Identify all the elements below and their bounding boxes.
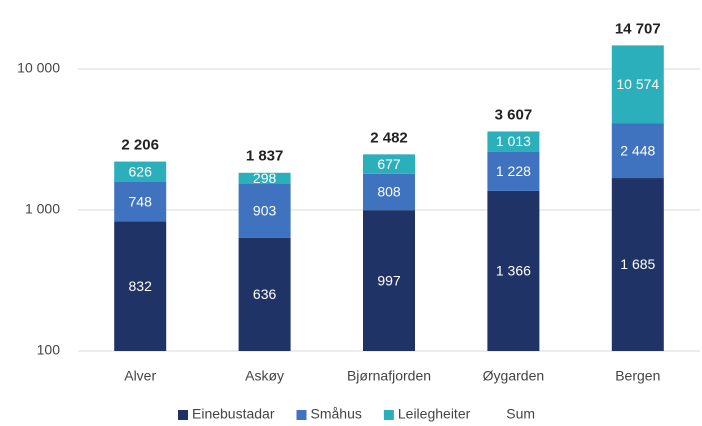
- x-tick-label: Bjørnafjorden: [347, 368, 431, 384]
- legend-marker: [178, 410, 188, 420]
- bar-segment: [487, 131, 540, 152]
- bar-segment: [487, 190, 540, 351]
- bar-segment: [611, 178, 664, 351]
- bar-segment: [363, 210, 415, 351]
- segment-label: 1 228: [496, 163, 531, 179]
- segment-label: 677: [377, 156, 401, 172]
- x-tick-label: Alver: [124, 368, 156, 384]
- x-tick-label: Øygarden: [483, 368, 544, 384]
- segment-label: 997: [377, 272, 401, 288]
- bar-segment: [363, 173, 415, 211]
- segment-label: 1 685: [620, 256, 655, 272]
- legend-label: Småhus: [311, 406, 362, 422]
- segment-label: 808: [377, 184, 401, 200]
- legend-label: Leilegheiter: [398, 406, 471, 422]
- sum-label: 1 837: [246, 148, 284, 165]
- segment-label: 2 448: [620, 142, 655, 158]
- segment-label: 626: [129, 163, 153, 179]
- segment-label: 10 574: [616, 76, 659, 92]
- sum-label: 2 482: [370, 129, 408, 146]
- bar-segment: [238, 172, 291, 184]
- x-tick-label: Askøy: [245, 368, 284, 384]
- bar-segment: [611, 123, 664, 179]
- legend-marker: [296, 410, 307, 420]
- y-tick-label: 1 000: [25, 201, 60, 217]
- y-tick-label: 100: [37, 342, 61, 358]
- sum-label: 2 206: [121, 137, 159, 154]
- legend-label: Sum: [506, 406, 535, 422]
- sum-label: 3 607: [495, 106, 533, 123]
- x-tick-label: Bergen: [615, 368, 660, 384]
- segment-label: 903: [253, 202, 277, 218]
- legend-marker: [383, 410, 394, 420]
- sum-label: 14 707: [615, 20, 661, 37]
- bar-segment: [114, 181, 167, 222]
- bar-segment: [114, 221, 167, 351]
- segment-label: 1 366: [496, 263, 531, 279]
- bar-segment: [363, 154, 415, 174]
- segment-label: 748: [129, 193, 153, 209]
- bar-segment: [611, 45, 664, 124]
- segment-label: 298: [253, 170, 277, 186]
- bar-segment: [487, 151, 540, 191]
- segment-label: 832: [129, 278, 153, 294]
- bar-segment: [238, 237, 291, 351]
- bar-segment: [238, 183, 291, 238]
- segment-label: 636: [253, 286, 277, 302]
- segment-label: 1 013: [496, 133, 531, 149]
- bar-segment: [114, 161, 167, 182]
- y-tick-label: 10 000: [17, 60, 60, 76]
- legend-label: Einebustadar: [192, 406, 275, 422]
